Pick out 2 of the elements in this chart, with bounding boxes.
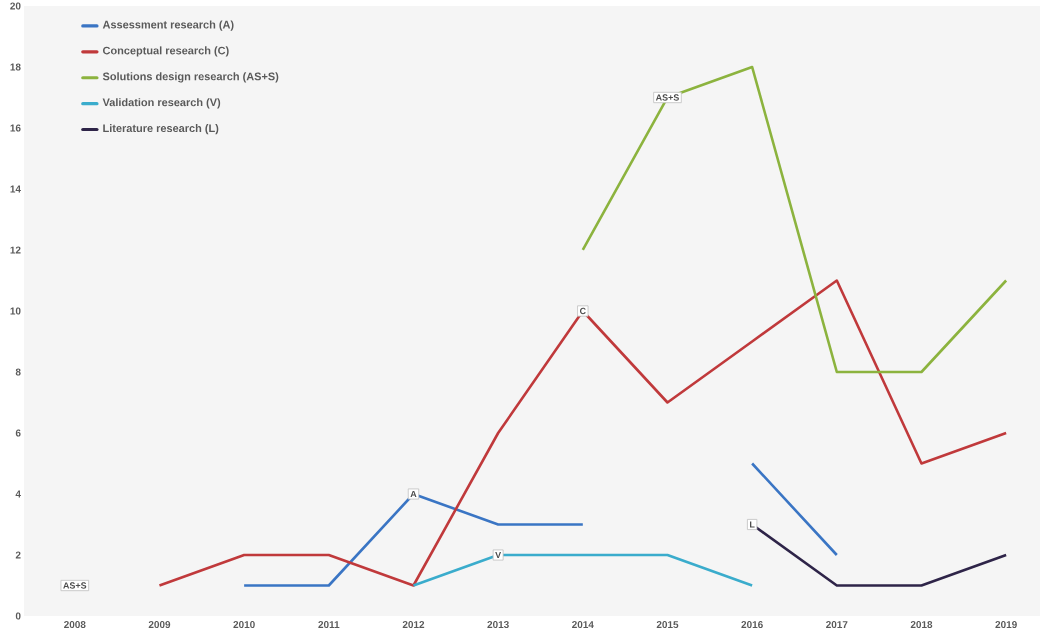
line-series xyxy=(158,279,1008,587)
line-series xyxy=(581,65,1008,374)
